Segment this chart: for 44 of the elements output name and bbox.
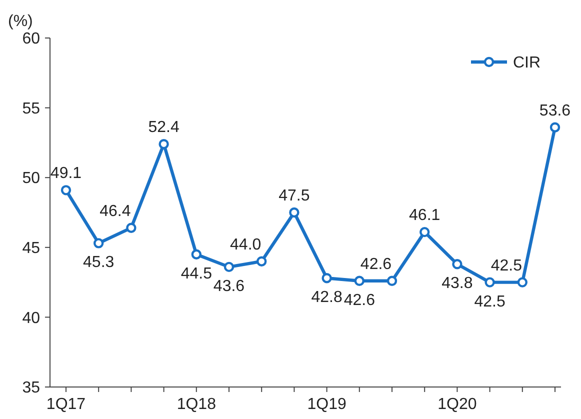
text: 47.5 [278, 188, 310, 204]
x-tick-label: 1Q19 [307, 396, 346, 413]
text: 42.6 [344, 292, 375, 309]
x-tick-label: 1Q17 [46, 396, 86, 413]
point [517, 277, 528, 288]
text: 42.6 [360, 256, 392, 273]
y-tick-label: 60 [22, 30, 40, 48]
text: 49.1 [50, 165, 82, 182]
point [126, 222, 136, 233]
text: 45.3 [83, 254, 114, 272]
text: 52.4 [148, 119, 180, 136]
text: 46.4 [100, 202, 131, 220]
text: 46.1 [409, 207, 440, 224]
point [322, 273, 332, 284]
y-tick-label: 50 [22, 170, 40, 188]
point [386, 276, 398, 286]
point [256, 256, 267, 266]
y-tick-label: 55 [22, 100, 40, 118]
text: 44.5 [180, 265, 212, 282]
point [60, 185, 72, 196]
text: 53.6 [539, 102, 571, 120]
text: 42.5 [474, 293, 506, 310]
point [224, 262, 234, 272]
point [452, 259, 462, 270]
x-tick-label: 1Q18 [176, 396, 216, 413]
point [94, 238, 104, 248]
point [550, 122, 560, 132]
point [289, 207, 300, 218]
legend-label: CIR [513, 54, 541, 72]
point [191, 249, 202, 260]
point [420, 226, 430, 238]
point [354, 276, 364, 286]
text: 43.6 [213, 278, 245, 295]
y-axis-title: (%) [8, 13, 33, 30]
text: 43.8 [442, 275, 473, 292]
point [158, 138, 169, 150]
text: 42.8 [311, 289, 342, 306]
text: 42.5 [490, 257, 522, 274]
y-tick-label: 35 [22, 380, 40, 397]
y-tick-label: 45 [22, 240, 40, 257]
text: 44.0 [230, 236, 262, 254]
x-tick-label: 1Q20 [438, 396, 477, 413]
point [484, 277, 495, 288]
y-tick-label: 40 [22, 310, 40, 327]
